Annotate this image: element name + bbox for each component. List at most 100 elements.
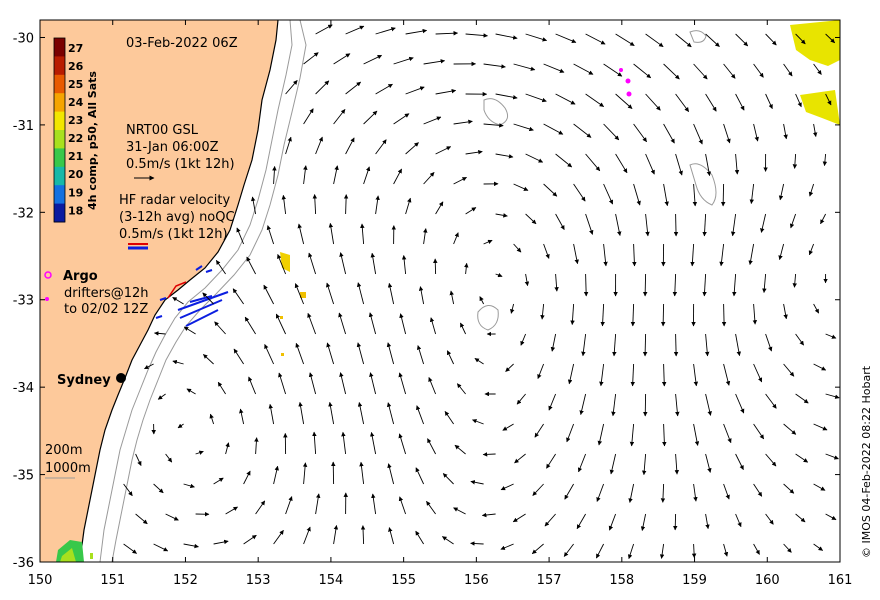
x-tick-label: 156 [464,573,489,588]
current-vector [209,413,215,425]
current-vector [603,63,623,77]
current-vector [341,431,347,455]
current-vector [723,483,730,500]
current-vector [303,165,308,185]
current-vector [537,363,545,380]
x-tick-label: 159 [682,573,707,588]
current-vector [629,423,635,447]
colorbar-cell [54,185,65,205]
current-vector [661,363,667,387]
current-vector [693,63,708,80]
current-vector [195,450,204,455]
colorbar-tick-label: 23 [68,114,83,127]
current-vector [543,63,565,73]
current-vector [393,113,410,125]
legend-depth-200m: 200m [45,443,82,458]
current-vector [612,333,617,357]
current-vector [753,423,765,440]
current-vector [813,423,828,431]
current-vector [825,393,840,399]
current-vectors [123,24,840,560]
current-vector [783,303,788,320]
current-vector [540,303,545,320]
x-tick-label: 161 [828,573,853,588]
legend-drifters-line2: to 02/02 12Z [64,302,148,317]
colorbar-cell [54,166,65,186]
legend-argo-label: Argo [63,269,98,284]
current-vector [250,196,257,215]
current-vector [555,93,576,105]
current-vector [642,333,648,357]
legend-drifters-line1: drifters@12h [64,286,149,301]
current-vector [232,288,244,305]
current-vector [783,363,795,377]
current-vector [672,273,678,297]
current-vector [765,513,774,525]
colorbar-tick-label: 22 [68,132,83,145]
current-vector [495,153,514,159]
current-vector [534,423,544,438]
colorbar: 27 26 25 24 23 22 21 20 19 18 4h comp, p50, All S… [53,37,99,223]
current-vector [611,393,617,417]
x-tick-label: 155 [391,573,416,588]
current-vector [525,153,544,163]
current-vector [464,262,469,275]
current-vector [343,194,349,215]
current-vector [663,183,669,207]
current-vector [502,423,514,431]
current-vector [333,524,339,545]
current-vector [583,273,589,297]
current-vector [546,453,556,469]
current-vector [423,228,428,245]
current-vector [548,393,557,411]
current-vector [375,27,396,35]
isobath-200m [99,20,293,562]
current-vector [470,541,484,546]
current-vector [660,303,666,327]
current-vector [543,183,558,197]
current-vector [597,423,605,446]
current-vector [426,500,436,515]
current-vector [505,363,514,372]
current-vector [183,326,196,335]
current-vector [808,183,815,197]
current-vector [585,33,606,45]
current-vector [435,146,452,155]
current-vector [371,493,377,515]
current-vector [825,513,837,521]
current-vector [328,222,335,245]
current-vector [577,453,587,473]
current-vector [600,303,605,327]
current-vector [531,543,544,555]
current-vector [483,239,493,245]
current-vector [723,543,729,557]
current-vector [135,513,148,525]
current-vector [315,80,330,95]
credit-text: © IMOS 04-Feb-2022 08:22 Hobart [860,365,873,558]
current-vector [723,63,736,79]
current-vector [693,363,699,387]
current-vector [813,63,822,75]
current-vector [702,213,707,237]
current-vector [795,393,809,404]
current-vector [345,81,362,95]
current-vector [214,321,226,335]
current-vector [303,108,314,125]
current-vector [544,513,556,527]
current-vector [415,467,425,485]
current-vector [312,431,317,455]
colorbar-tick-label: 25 [68,78,83,91]
drifter-track [167,281,187,299]
current-vector [315,136,323,155]
current-vector [263,284,274,305]
current-vector [585,213,594,235]
current-vector [482,452,496,457]
current-vector [723,363,731,386]
current-vector [765,393,777,409]
current-vector [356,342,365,365]
current-vector [386,342,395,365]
colorbar-tick-label: 26 [68,60,84,73]
colorbar-cell [54,56,65,76]
current-vector [778,243,785,261]
current-vector [753,483,763,497]
